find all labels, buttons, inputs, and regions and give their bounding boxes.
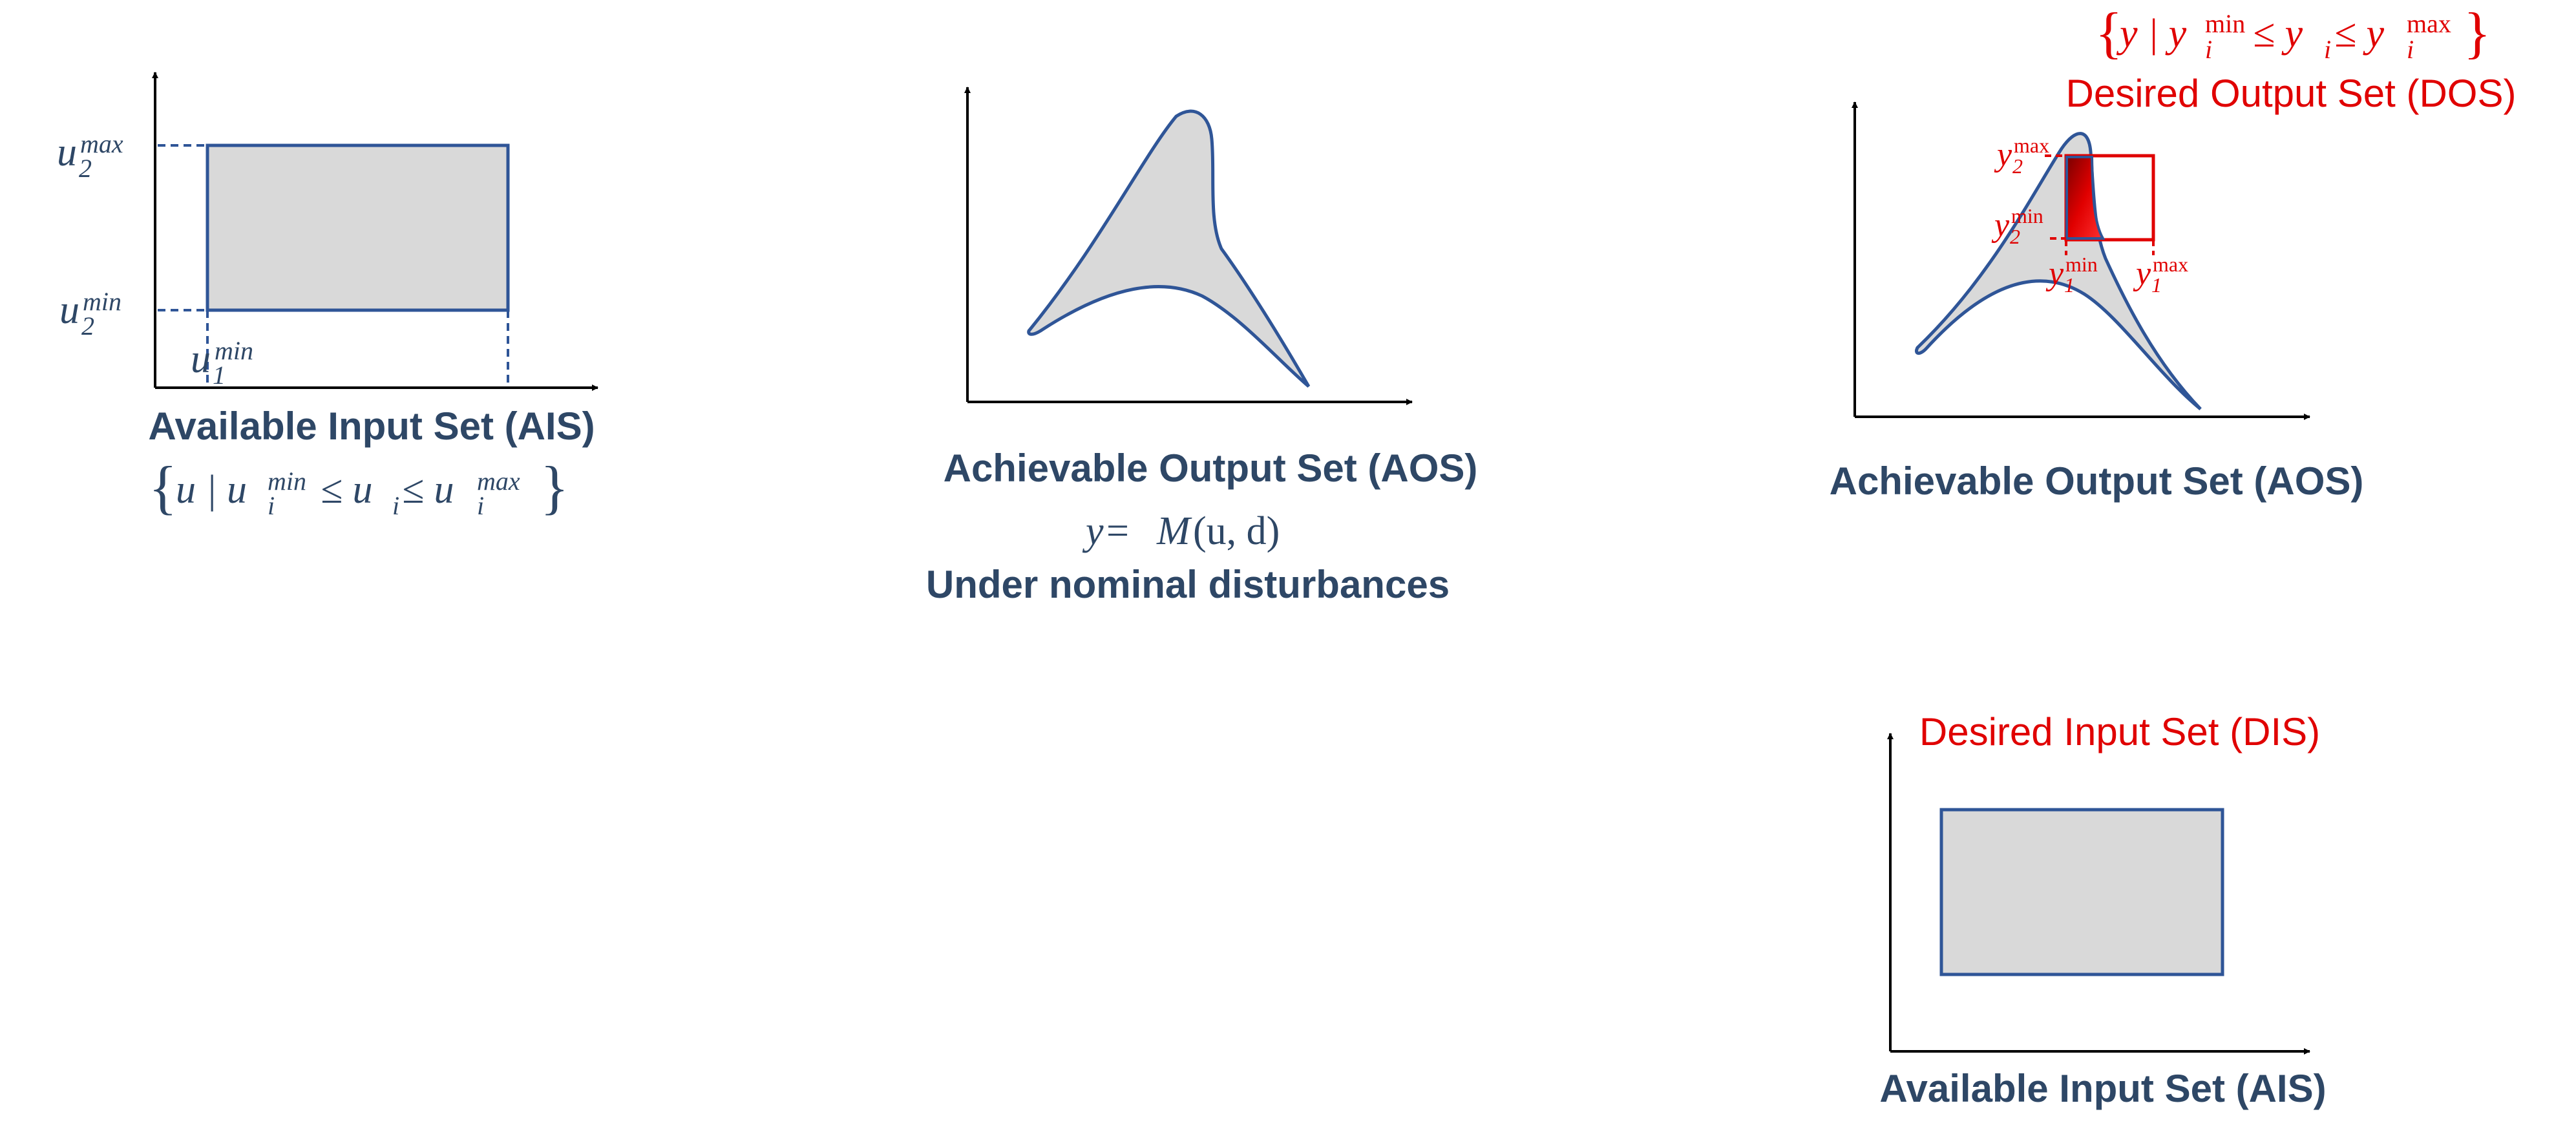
dos-set-definition: { y | y i min ≤ y i ≤ y i max } <box>2095 2 2491 65</box>
y2min-label: y2min <box>1991 204 2043 248</box>
u2min-label: u2min <box>59 287 121 341</box>
aos-region <box>1915 132 2202 410</box>
dis-region <box>1939 808 2224 976</box>
ais-set-definition: { u | u i min ≤ u i ≤ u i max } <box>149 454 569 520</box>
panel-aos-dos: y2max y2min y1min y1max Achievable Outpu… <box>1830 2 2517 503</box>
intersection-region <box>2065 156 2106 240</box>
dos-title: Desired Output Set (DOS) <box>2066 72 2517 115</box>
ais-title: Available Input Set (AIS) <box>1879 1067 2326 1110</box>
aos-equation: y = M (u, d) <box>1082 509 1280 553</box>
ais-title: Available Input Set (AIS) <box>148 405 595 448</box>
ais-region <box>206 143 510 312</box>
y2max-label: y2max <box>1994 134 2049 178</box>
panel-ais-top: u2max u2min u1min Available Input Set (A… <box>57 72 598 520</box>
aos-region <box>1027 109 1311 388</box>
aos-subtitle: Under nominal disturbances <box>926 563 1450 606</box>
aos-title: Achievable Output Set (AOS) <box>944 447 1478 490</box>
panel-aos-middle: Achievable Output Set (AOS) y = M (u, d)… <box>926 87 1477 606</box>
u2max-label: u2max <box>57 129 123 183</box>
y1min-label: y1min <box>2045 253 2098 297</box>
aos-title: Achievable Output Set (AOS) <box>1830 459 2364 503</box>
panel-ais-dis: Desired Input Set (DIS) Available Input … <box>1879 710 2326 1110</box>
u1min-label: u1min <box>191 336 253 390</box>
y1max-label: y1max <box>2133 253 2188 297</box>
dis-title: Desired Input Set (DIS) <box>1919 710 2320 753</box>
